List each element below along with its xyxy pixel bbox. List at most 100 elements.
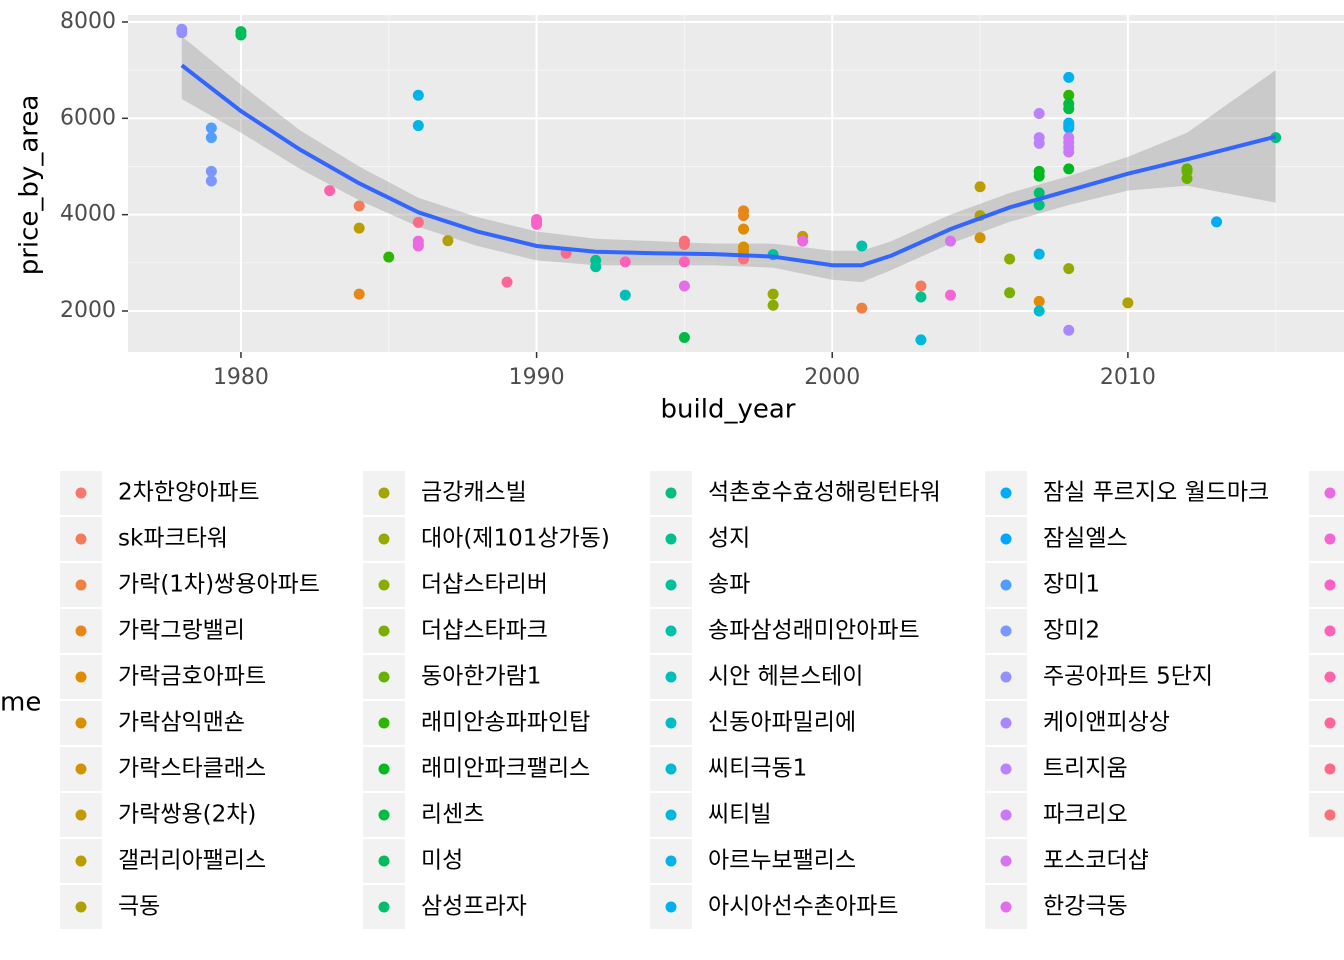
legend-key — [665, 763, 677, 775]
point — [974, 181, 986, 193]
legend-label: 장미2 — [1043, 618, 1100, 644]
point — [678, 332, 690, 344]
legend-label: 가락금호아파트 — [118, 664, 266, 690]
legend-label: 가락삼익맨숀 — [118, 710, 245, 736]
legend-label: 석촌호수효성해링턴타워 — [708, 480, 941, 506]
point — [205, 132, 217, 144]
point — [412, 120, 424, 132]
legend-key — [378, 809, 390, 821]
point — [1033, 108, 1045, 120]
legend-label: 리센츠 — [421, 802, 484, 828]
point — [767, 288, 779, 300]
point — [442, 235, 454, 247]
legend-key — [75, 717, 87, 729]
legend-key — [1000, 579, 1012, 591]
legend-label: 래미안파크팰리스 — [421, 756, 590, 782]
smooth-line — [180, 63, 1277, 268]
legend-label: 잠실엘스 — [1043, 526, 1128, 552]
legend-label: sk파크타워 — [118, 526, 228, 552]
point — [1122, 297, 1134, 309]
legend-label: 성지 — [708, 526, 750, 552]
legend-label: 한강극동 — [1043, 894, 1128, 920]
legend-label: 가락쌍용(2차) — [118, 802, 256, 828]
point — [205, 175, 217, 187]
point — [1004, 253, 1016, 265]
legend-key — [378, 671, 390, 683]
legend-key — [378, 625, 390, 637]
point — [1033, 137, 1045, 149]
legend-key — [75, 625, 87, 637]
legend-key — [1324, 487, 1336, 499]
legend-key — [378, 901, 390, 913]
x-axis-title: build_year — [661, 395, 796, 425]
legend-label: 극동 — [118, 894, 160, 920]
point — [767, 299, 779, 311]
point — [738, 223, 750, 235]
confidence-band — [181, 36, 1276, 283]
legend-label: 주공아파트 5단지 — [1043, 664, 1213, 690]
y-tick-label: 4000 — [60, 202, 116, 227]
point — [353, 222, 365, 234]
point — [412, 89, 424, 101]
point — [412, 216, 424, 228]
legend-key — [378, 579, 390, 591]
legend-key — [1324, 717, 1336, 729]
point — [915, 280, 927, 292]
legend-key — [378, 855, 390, 867]
legend-key — [75, 809, 87, 821]
legend-key — [1000, 717, 1012, 729]
legend-label: 가락(1차)쌍용아파트 — [118, 572, 320, 598]
point — [412, 240, 424, 252]
x-tick-label: 1990 — [509, 365, 565, 390]
point — [235, 29, 247, 41]
legend: 2차한양아파트 sk파크타워가락(1차)쌍용아파트가락그랑밸리가락금호아파트가락삼… — [60, 471, 1344, 929]
legend-key — [665, 533, 677, 545]
legend-key — [1000, 855, 1012, 867]
legend-label: 가락그랑밸리 — [118, 618, 245, 644]
legend-label: 포스코더샵 — [1043, 848, 1149, 874]
legend-key — [665, 901, 677, 913]
legend-label: 송파삼성래미안아파트 — [708, 618, 920, 644]
legend-key — [378, 533, 390, 545]
legend-title: me — [0, 688, 41, 718]
legend-label: 케이앤피상상 — [1043, 710, 1170, 736]
legend-key — [1000, 901, 1012, 913]
point — [205, 122, 217, 134]
point — [590, 261, 602, 273]
point — [797, 235, 809, 247]
point — [1033, 248, 1045, 260]
legend-key — [665, 855, 677, 867]
point — [353, 200, 365, 212]
legend-key — [75, 855, 87, 867]
legend-label: 삼성프라자 — [421, 894, 527, 920]
point — [1004, 287, 1016, 299]
point — [619, 256, 631, 268]
point — [738, 210, 750, 222]
point — [1063, 263, 1075, 275]
legend-label: 잠실 푸르지오 월드마크 — [1043, 480, 1269, 506]
point — [324, 185, 336, 197]
plot-area — [176, 23, 1282, 346]
legend-label: 신동아파밀리에 — [708, 710, 856, 736]
point — [856, 240, 868, 252]
point — [1033, 187, 1045, 199]
point — [383, 251, 395, 263]
point — [1063, 146, 1075, 158]
point — [944, 289, 956, 301]
x-tick-label: 2000 — [804, 365, 860, 390]
y-tick-label: 6000 — [60, 105, 116, 130]
point — [974, 232, 986, 244]
legend-label: 씨티극동1 — [708, 756, 807, 782]
y-tick-label: 8000 — [60, 9, 116, 34]
legend-key — [665, 671, 677, 683]
point — [1211, 216, 1223, 228]
legend-key — [75, 533, 87, 545]
legend-key — [665, 579, 677, 591]
legend-label: 더샵스타리버 — [421, 572, 548, 598]
point — [678, 280, 690, 292]
legend-label: 가락스타클래스 — [118, 756, 266, 782]
point — [1063, 163, 1075, 175]
point — [1063, 324, 1075, 336]
point — [205, 165, 217, 177]
point — [678, 256, 690, 268]
